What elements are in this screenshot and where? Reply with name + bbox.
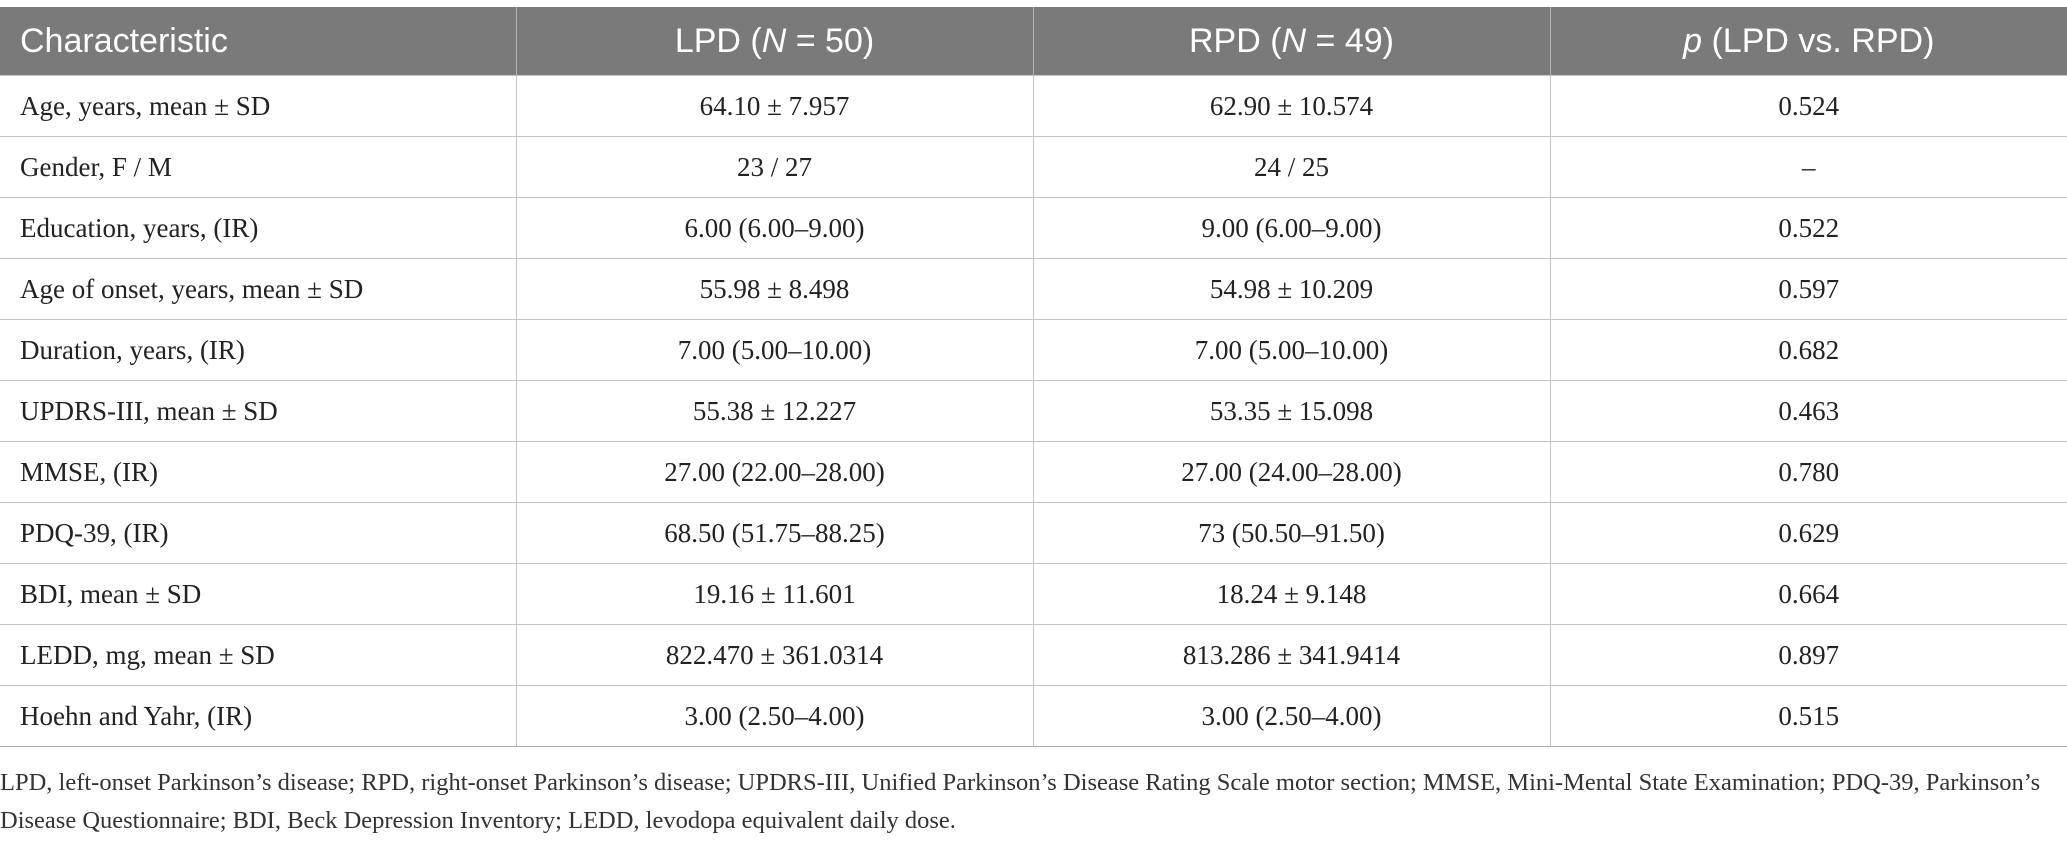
characteristics-table: Characteristic LPD (N = 50) RPD (N = 49)…	[0, 7, 2067, 747]
row-rpd-cell: 9.00 (6.00–9.00)	[1032, 197, 1551, 259]
row-rpd-cell: 62.90 ± 10.574	[1032, 75, 1551, 137]
row-rpd-cell: 813.286 ± 341.9414	[1032, 624, 1551, 686]
table-row: PDQ-39, (IR) 68.50 (51.75–88.25) 73 (50.…	[0, 502, 2067, 564]
row-characteristic-cell: Hoehn and Yahr, (IR)	[0, 685, 517, 747]
row-characteristic-cell: Duration, years, (IR)	[0, 319, 517, 381]
row-p-value-cell: –	[1549, 136, 2067, 198]
header-rpd: RPD (N = 49)	[1032, 7, 1551, 76]
row-p-value-cell: 0.522	[1549, 197, 2067, 259]
row-characteristic-cell: Age of onset, years, mean ± SD	[0, 258, 517, 320]
row-characteristic-cell: Education, years, (IR)	[0, 197, 517, 259]
table-row: MMSE, (IR) 27.00 (22.00–28.00) 27.00 (24…	[0, 441, 2067, 503]
row-rpd-cell: 53.35 ± 15.098	[1032, 380, 1551, 442]
row-rpd-cell: 54.98 ± 10.209	[1032, 258, 1551, 320]
row-lpd-cell: 55.38 ± 12.227	[515, 380, 1034, 442]
row-characteristic-cell: LEDD, mg, mean ± SD	[0, 624, 517, 686]
table-row: Gender, F / M 23 / 27 24 / 25 –	[0, 136, 2067, 198]
table-row: Hoehn and Yahr, (IR) 3.00 (2.50–4.00) 3.…	[0, 685, 2067, 747]
header-row: Characteristic LPD (N = 50) RPD (N = 49)…	[0, 7, 2067, 76]
table-row: UPDRS-III, mean ± SD 55.38 ± 12.227 53.3…	[0, 380, 2067, 442]
row-p-value-cell: 0.463	[1549, 380, 2067, 442]
row-lpd-cell: 822.470 ± 361.0314	[515, 624, 1034, 686]
row-characteristic-cell: Gender, F / M	[0, 136, 517, 198]
row-lpd-cell: 3.00 (2.50–4.00)	[515, 685, 1034, 747]
row-p-value-cell: 0.524	[1549, 75, 2067, 137]
table-row: LEDD, mg, mean ± SD 822.470 ± 361.0314 8…	[0, 624, 2067, 686]
row-characteristic-cell: PDQ-39, (IR)	[0, 502, 517, 564]
row-lpd-cell: 68.50 (51.75–88.25)	[515, 502, 1034, 564]
row-p-value-cell: 0.515	[1549, 685, 2067, 747]
row-p-value-cell: 0.780	[1549, 441, 2067, 503]
row-p-value-cell: 0.629	[1549, 502, 2067, 564]
row-characteristic-cell: BDI, mean ± SD	[0, 563, 517, 625]
row-lpd-cell: 7.00 (5.00–10.00)	[515, 319, 1034, 381]
table-footnote: LPD, left-onset Parkinson’s disease; RPD…	[0, 769, 2041, 834]
row-rpd-cell: 18.24 ± 9.148	[1032, 563, 1551, 625]
row-rpd-cell: 3.00 (2.50–4.00)	[1032, 685, 1551, 747]
row-lpd-cell: 55.98 ± 8.498	[515, 258, 1034, 320]
table-row: Education, years, (IR) 6.00 (6.00–9.00) …	[0, 197, 2067, 259]
table-row: Age of onset, years, mean ± SD 55.98 ± 8…	[0, 258, 2067, 320]
row-p-value-cell: 0.682	[1549, 319, 2067, 381]
table-header: Characteristic LPD (N = 50) RPD (N = 49)…	[0, 7, 2067, 76]
table-row: Age, years, mean ± SD 64.10 ± 7.957 62.9…	[0, 75, 2067, 137]
row-characteristic-cell: MMSE, (IR)	[0, 441, 517, 503]
row-rpd-cell: 7.00 (5.00–10.00)	[1032, 319, 1551, 381]
row-lpd-cell: 19.16 ± 11.601	[515, 563, 1034, 625]
row-p-value-cell: 0.664	[1549, 563, 2067, 625]
row-rpd-cell: 27.00 (24.00–28.00)	[1032, 441, 1551, 503]
row-lpd-cell: 6.00 (6.00–9.00)	[515, 197, 1034, 259]
table-row: BDI, mean ± SD 19.16 ± 11.601 18.24 ± 9.…	[0, 563, 2067, 625]
table-body: Age, years, mean ± SD 64.10 ± 7.957 62.9…	[0, 75, 2067, 747]
row-rpd-cell: 24 / 25	[1032, 136, 1551, 198]
row-rpd-cell: 73 (50.50–91.50)	[1032, 502, 1551, 564]
row-lpd-cell: 27.00 (22.00–28.00)	[515, 441, 1034, 503]
row-p-value-cell: 0.897	[1549, 624, 2067, 686]
characteristics-table-container: Characteristic LPD (N = 50) RPD (N = 49)…	[0, 7, 2067, 747]
row-lpd-cell: 23 / 27	[515, 136, 1034, 198]
row-characteristic-cell: UPDRS-III, mean ± SD	[0, 380, 517, 442]
header-p-value: p (LPD vs. RPD)	[1549, 7, 2067, 76]
table-row: Duration, years, (IR) 7.00 (5.00–10.00) …	[0, 319, 2067, 381]
row-lpd-cell: 64.10 ± 7.957	[515, 75, 1034, 137]
header-characteristic: Characteristic	[0, 7, 517, 76]
row-characteristic-cell: Age, years, mean ± SD	[0, 75, 517, 137]
row-p-value-cell: 0.597	[1549, 258, 2067, 320]
header-lpd: LPD (N = 50)	[515, 7, 1034, 76]
